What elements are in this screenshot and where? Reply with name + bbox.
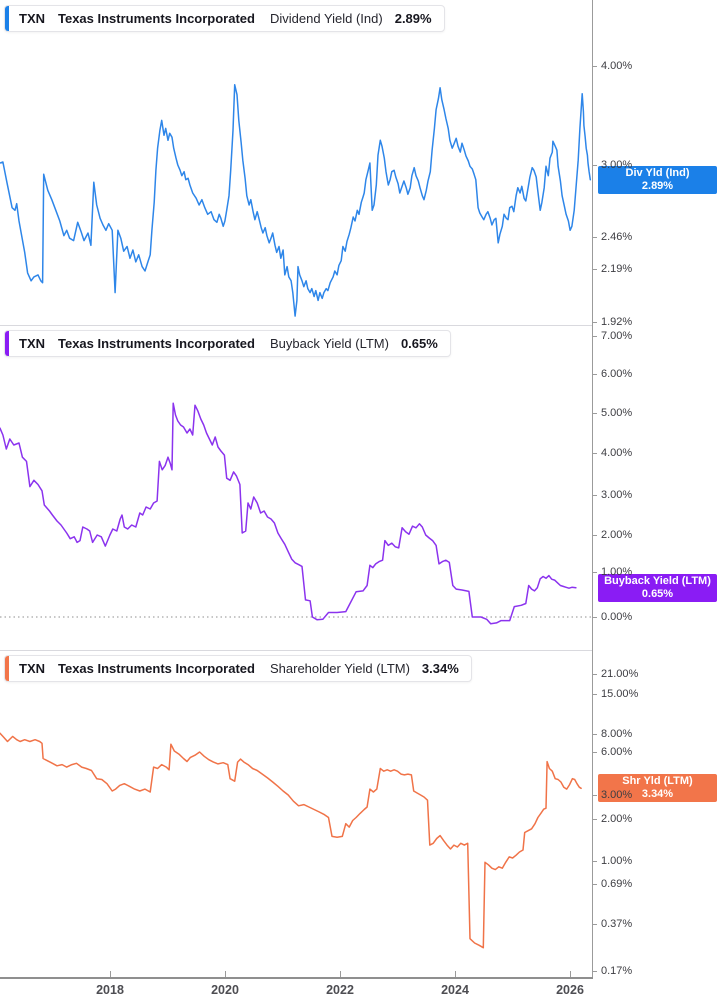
price-line (0, 84, 592, 317)
y-axis-tick-label: 0.37% (601, 918, 633, 930)
y-axis-tick-label: 8.00% (601, 728, 633, 740)
y-axis-tick-label: 7.00% (601, 330, 633, 342)
y-axis-tick-label: 15.00% (601, 688, 639, 700)
y-axis-tick-mark (592, 734, 597, 735)
y-axis-tick-label: 2.46% (601, 231, 633, 243)
y-axis-tick-mark (592, 322, 597, 323)
y-axis-tick-mark (592, 924, 597, 925)
price-line (0, 402, 577, 625)
badge-label: Buyback Yield (LTM) (604, 575, 711, 587)
y-axis-tick-mark (592, 752, 597, 753)
badge-value: 2.89% (641, 180, 674, 192)
right-price-axis-line[interactable] (592, 0, 593, 977)
x-axis-tick-mark (110, 971, 111, 977)
panel-divider (0, 650, 592, 651)
y-axis-tick-mark (592, 374, 597, 375)
y-axis-tick-mark (592, 413, 597, 414)
y-axis-tick-label: 1.00% (601, 566, 633, 578)
company-name: Texas Instruments Incorporated (58, 661, 255, 676)
badge-value: 3.34% (641, 788, 674, 800)
y-axis-tick-mark (592, 336, 597, 337)
security-metric-chip-shareholder[interactable]: TXN Texas Instruments Incorporated Share… (4, 655, 472, 682)
x-axis-year-label: 2024 (441, 983, 469, 997)
security-metric-chip-dividend[interactable]: TXN Texas Instruments Incorporated Divid… (4, 5, 445, 32)
axis-badge-div-yld[interactable]: Div Yld (Ind) 2.89% (598, 166, 717, 194)
y-axis-tick-label: 4.00% (601, 60, 633, 72)
axis-badge-shr-yld[interactable]: Shr Yld (LTM) 3.34% (598, 774, 717, 802)
series-color-accent (5, 6, 9, 31)
y-axis-tick-label: 4.00% (601, 447, 633, 459)
y-axis-tick-label: 21.00% (601, 668, 639, 680)
y-axis-tick-mark (592, 674, 597, 675)
price-line (0, 732, 582, 949)
y-axis-tick-mark (592, 237, 597, 238)
y-axis-tick-label: 1.92% (601, 316, 633, 328)
series-color-accent (5, 656, 9, 681)
metric-name: Buyback Yield (LTM) (269, 336, 389, 351)
badge-value: 0.65% (641, 588, 674, 600)
ticker-symbol: TXN (19, 661, 45, 676)
badge-label: Div Yld (Ind) (625, 167, 690, 179)
y-axis-tick-mark (592, 165, 597, 166)
metric-value: 2.89% (394, 11, 432, 26)
metric-name: Shareholder Yield (LTM) (269, 661, 410, 676)
x-axis-tick-mark (570, 971, 571, 977)
series-color-accent (5, 331, 9, 356)
badge-label: Shr Yld (LTM) (622, 775, 693, 787)
y-axis-tick-label: 2.19% (601, 263, 633, 275)
time-axis-line[interactable] (0, 977, 593, 979)
y-axis-tick-label: 6.00% (601, 368, 633, 380)
security-metric-chip-buyback[interactable]: TXN Texas Instruments Incorporated Buyba… (4, 330, 451, 357)
y-axis-tick-label: 3.00% (601, 159, 633, 171)
ticker-symbol: TXN (19, 11, 45, 26)
y-axis-tick-label: 2.00% (601, 529, 633, 541)
y-axis-tick-label: 0.17% (601, 965, 633, 977)
y-axis-tick-mark (592, 617, 597, 618)
y-axis-tick-label: 1.00% (601, 855, 633, 867)
y-axis-tick-label: 5.00% (601, 407, 633, 419)
y-axis-tick-mark (592, 453, 597, 454)
x-axis-tick-mark (225, 971, 226, 977)
company-name: Texas Instruments Incorporated (58, 11, 255, 26)
panel-divider (0, 325, 592, 326)
y-axis-tick-mark (592, 572, 597, 573)
metric-value: 3.34% (421, 661, 459, 676)
buyback-yield-chart[interactable] (0, 325, 592, 650)
company-name: Texas Instruments Incorporated (58, 336, 255, 351)
x-axis-year-label: 2020 (211, 983, 239, 997)
metric-value: 0.65% (400, 336, 438, 351)
y-axis-tick-mark (592, 861, 597, 862)
x-axis-tick-mark (340, 971, 341, 977)
y-axis-tick-label: 3.00% (601, 489, 633, 501)
y-axis-tick-mark (592, 819, 597, 820)
y-axis-tick-label: 6.00% (601, 746, 633, 758)
y-axis-tick-mark (592, 971, 597, 972)
shareholder-yield-chart[interactable] (0, 650, 592, 977)
y-axis-tick-mark (592, 66, 597, 67)
x-axis-year-label: 2018 (96, 983, 124, 997)
x-axis-year-label: 2022 (326, 983, 354, 997)
y-axis-tick-label: 0.69% (601, 878, 633, 890)
panel-shareholder-yield: TXN Texas Instruments Incorporated Share… (0, 650, 717, 977)
y-axis-tick-mark (592, 495, 597, 496)
y-axis-tick-mark (592, 535, 597, 536)
axis-badge-buyback-yield[interactable]: Buyback Yield (LTM) 0.65% (598, 574, 717, 602)
y-axis-tick-label: 3.00% (601, 789, 633, 801)
y-axis-tick-mark (592, 795, 597, 796)
x-axis-year-label: 2026 (556, 983, 584, 997)
dividend-yield-chart[interactable] (0, 0, 592, 325)
y-axis-tick-mark (592, 694, 597, 695)
panel-dividend-yield: TXN Texas Instruments Incorporated Divid… (0, 0, 717, 328)
y-axis-tick-label: 0.00% (601, 611, 633, 623)
panel-buyback-yield: TXN Texas Instruments Incorporated Buyba… (0, 325, 717, 650)
ticker-symbol: TXN (19, 336, 45, 351)
metric-name: Dividend Yield (Ind) (269, 11, 383, 26)
y-axis-tick-mark (592, 884, 597, 885)
x-axis-tick-mark (455, 971, 456, 977)
y-axis-tick-label: 2.00% (601, 813, 633, 825)
y-axis-tick-mark (592, 269, 597, 270)
